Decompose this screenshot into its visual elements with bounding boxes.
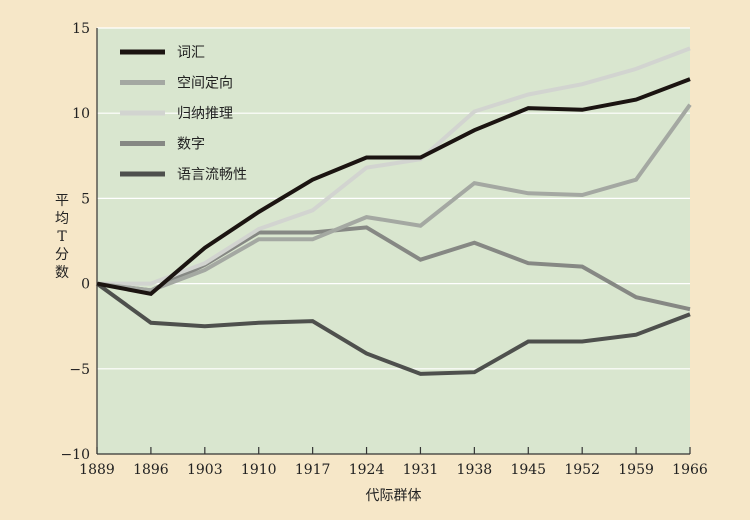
legend-label: 空间定向 — [177, 76, 233, 92]
y-tick-label: 15 — [72, 21, 90, 37]
y-tick-label: −5 — [69, 362, 90, 378]
x-tick-label: 1945 — [510, 462, 546, 478]
y-tick-label: −10 — [60, 447, 90, 463]
axis-titles: 代际群体 平均 T 分数 — [55, 193, 422, 504]
x-tick-label: 1889 — [79, 462, 115, 478]
x-tick-label: 1952 — [564, 462, 600, 478]
x-axis-title: 代际群体 — [366, 488, 422, 504]
gridlines — [97, 27, 690, 370]
legend-label: 数字 — [177, 137, 205, 153]
x-tick-label: 1903 — [187, 462, 223, 478]
x-tick-label: 1917 — [295, 462, 331, 478]
y-tick-label: 10 — [72, 106, 90, 122]
series-line-5 — [95, 281, 691, 376]
legend-label: 归纳推理 — [177, 105, 233, 122]
x-tick-label: 1910 — [241, 462, 277, 478]
x-tick-label: 1959 — [618, 462, 654, 478]
y-axis-title: 平均 T 分数 — [55, 193, 69, 281]
x-tick-label: 1924 — [349, 462, 385, 478]
y-tick-label: 0 — [81, 277, 90, 293]
legend-label: 词汇 — [177, 45, 205, 61]
series-lines — [95, 46, 692, 376]
x-tick-label: 1938 — [457, 462, 493, 478]
legend-label: 语言流畅性 — [177, 167, 247, 183]
series-line-4 — [96, 225, 691, 312]
x-tick-label: 1896 — [133, 462, 169, 478]
series-line-2 — [96, 103, 692, 293]
y-tick-label: 5 — [81, 191, 90, 207]
axes: −10 −5 0 5 10 15 1889 1896 1903 1910 1917 1924 1931 1… — [60, 21, 707, 478]
x-tick-label: 1931 — [403, 462, 439, 478]
series-line-3 — [97, 46, 691, 286]
x-tick-label: 1966 — [672, 462, 708, 478]
plot-background — [97, 28, 690, 454]
series-line-1 — [96, 77, 691, 296]
